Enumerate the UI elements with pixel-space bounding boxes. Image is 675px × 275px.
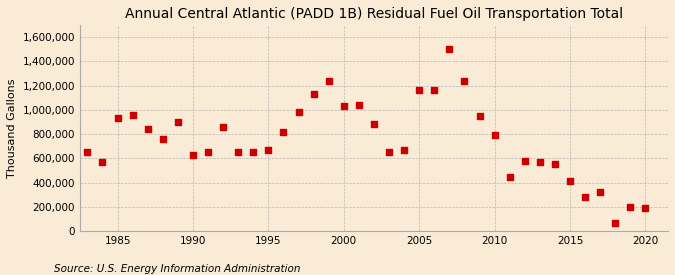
Point bbox=[564, 179, 575, 184]
Point bbox=[308, 92, 319, 96]
Y-axis label: Thousand Gallons: Thousand Gallons bbox=[7, 78, 17, 178]
Text: Source: U.S. Energy Information Administration: Source: U.S. Energy Information Administ… bbox=[54, 264, 300, 274]
Point bbox=[173, 120, 184, 124]
Point bbox=[549, 162, 560, 167]
Point bbox=[142, 127, 153, 131]
Point bbox=[233, 150, 244, 155]
Point bbox=[157, 137, 168, 141]
Point bbox=[278, 130, 289, 134]
Point bbox=[625, 205, 636, 209]
Point bbox=[580, 195, 591, 199]
Point bbox=[519, 159, 530, 163]
Point bbox=[640, 206, 651, 210]
Point bbox=[474, 114, 485, 118]
Point bbox=[383, 150, 394, 155]
Point bbox=[188, 153, 198, 157]
Title: Annual Central Atlantic (PADD 1B) Residual Fuel Oil Transportation Total: Annual Central Atlantic (PADD 1B) Residu… bbox=[125, 7, 623, 21]
Point bbox=[414, 88, 425, 93]
Point bbox=[595, 190, 605, 194]
Point bbox=[459, 79, 470, 83]
Point bbox=[218, 125, 229, 129]
Point bbox=[338, 104, 349, 108]
Point bbox=[112, 116, 123, 120]
Point bbox=[263, 148, 274, 152]
Point bbox=[82, 150, 92, 155]
Point bbox=[97, 160, 108, 164]
Point bbox=[128, 112, 138, 117]
Point bbox=[369, 122, 379, 127]
Point bbox=[504, 174, 515, 179]
Point bbox=[202, 150, 213, 155]
Point bbox=[444, 47, 455, 51]
Point bbox=[354, 103, 364, 107]
Point bbox=[535, 160, 545, 164]
Point bbox=[489, 133, 500, 138]
Point bbox=[610, 221, 621, 225]
Point bbox=[293, 110, 304, 114]
Point bbox=[399, 148, 410, 152]
Point bbox=[323, 79, 334, 83]
Point bbox=[248, 150, 259, 155]
Point bbox=[429, 88, 439, 93]
